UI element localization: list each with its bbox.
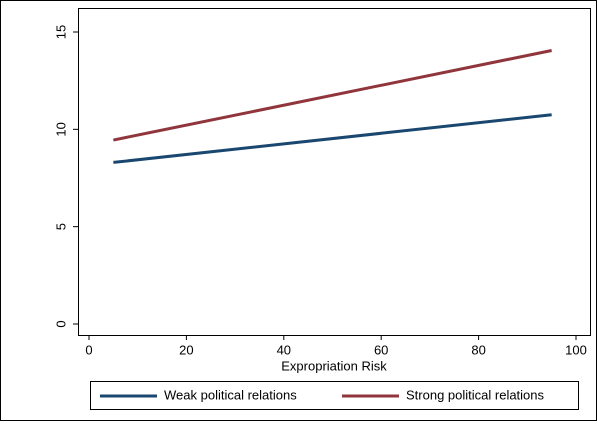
y-tick-label: 15	[53, 25, 68, 39]
x-tick-label: 0	[85, 342, 92, 357]
y-tick-label: 0	[53, 320, 68, 327]
x-tick-label: 100	[565, 342, 587, 357]
series-line	[113, 113, 552, 164]
x-axis-title: Expropriation Risk	[281, 358, 387, 373]
y-tick-label: 10	[53, 122, 68, 136]
x-tick-label: 40	[277, 342, 291, 357]
series-line	[113, 49, 552, 142]
x-tick-label: 60	[374, 342, 388, 357]
x-tick-label: 20	[179, 342, 193, 357]
legend-label: Weak political relations	[164, 387, 297, 402]
x-tick-label: 80	[471, 342, 485, 357]
legend-label: Strong political relations	[406, 387, 545, 402]
plot-frame	[78, 8, 591, 336]
legend-box	[90, 381, 579, 410]
y-tick-label: 5	[53, 223, 68, 230]
